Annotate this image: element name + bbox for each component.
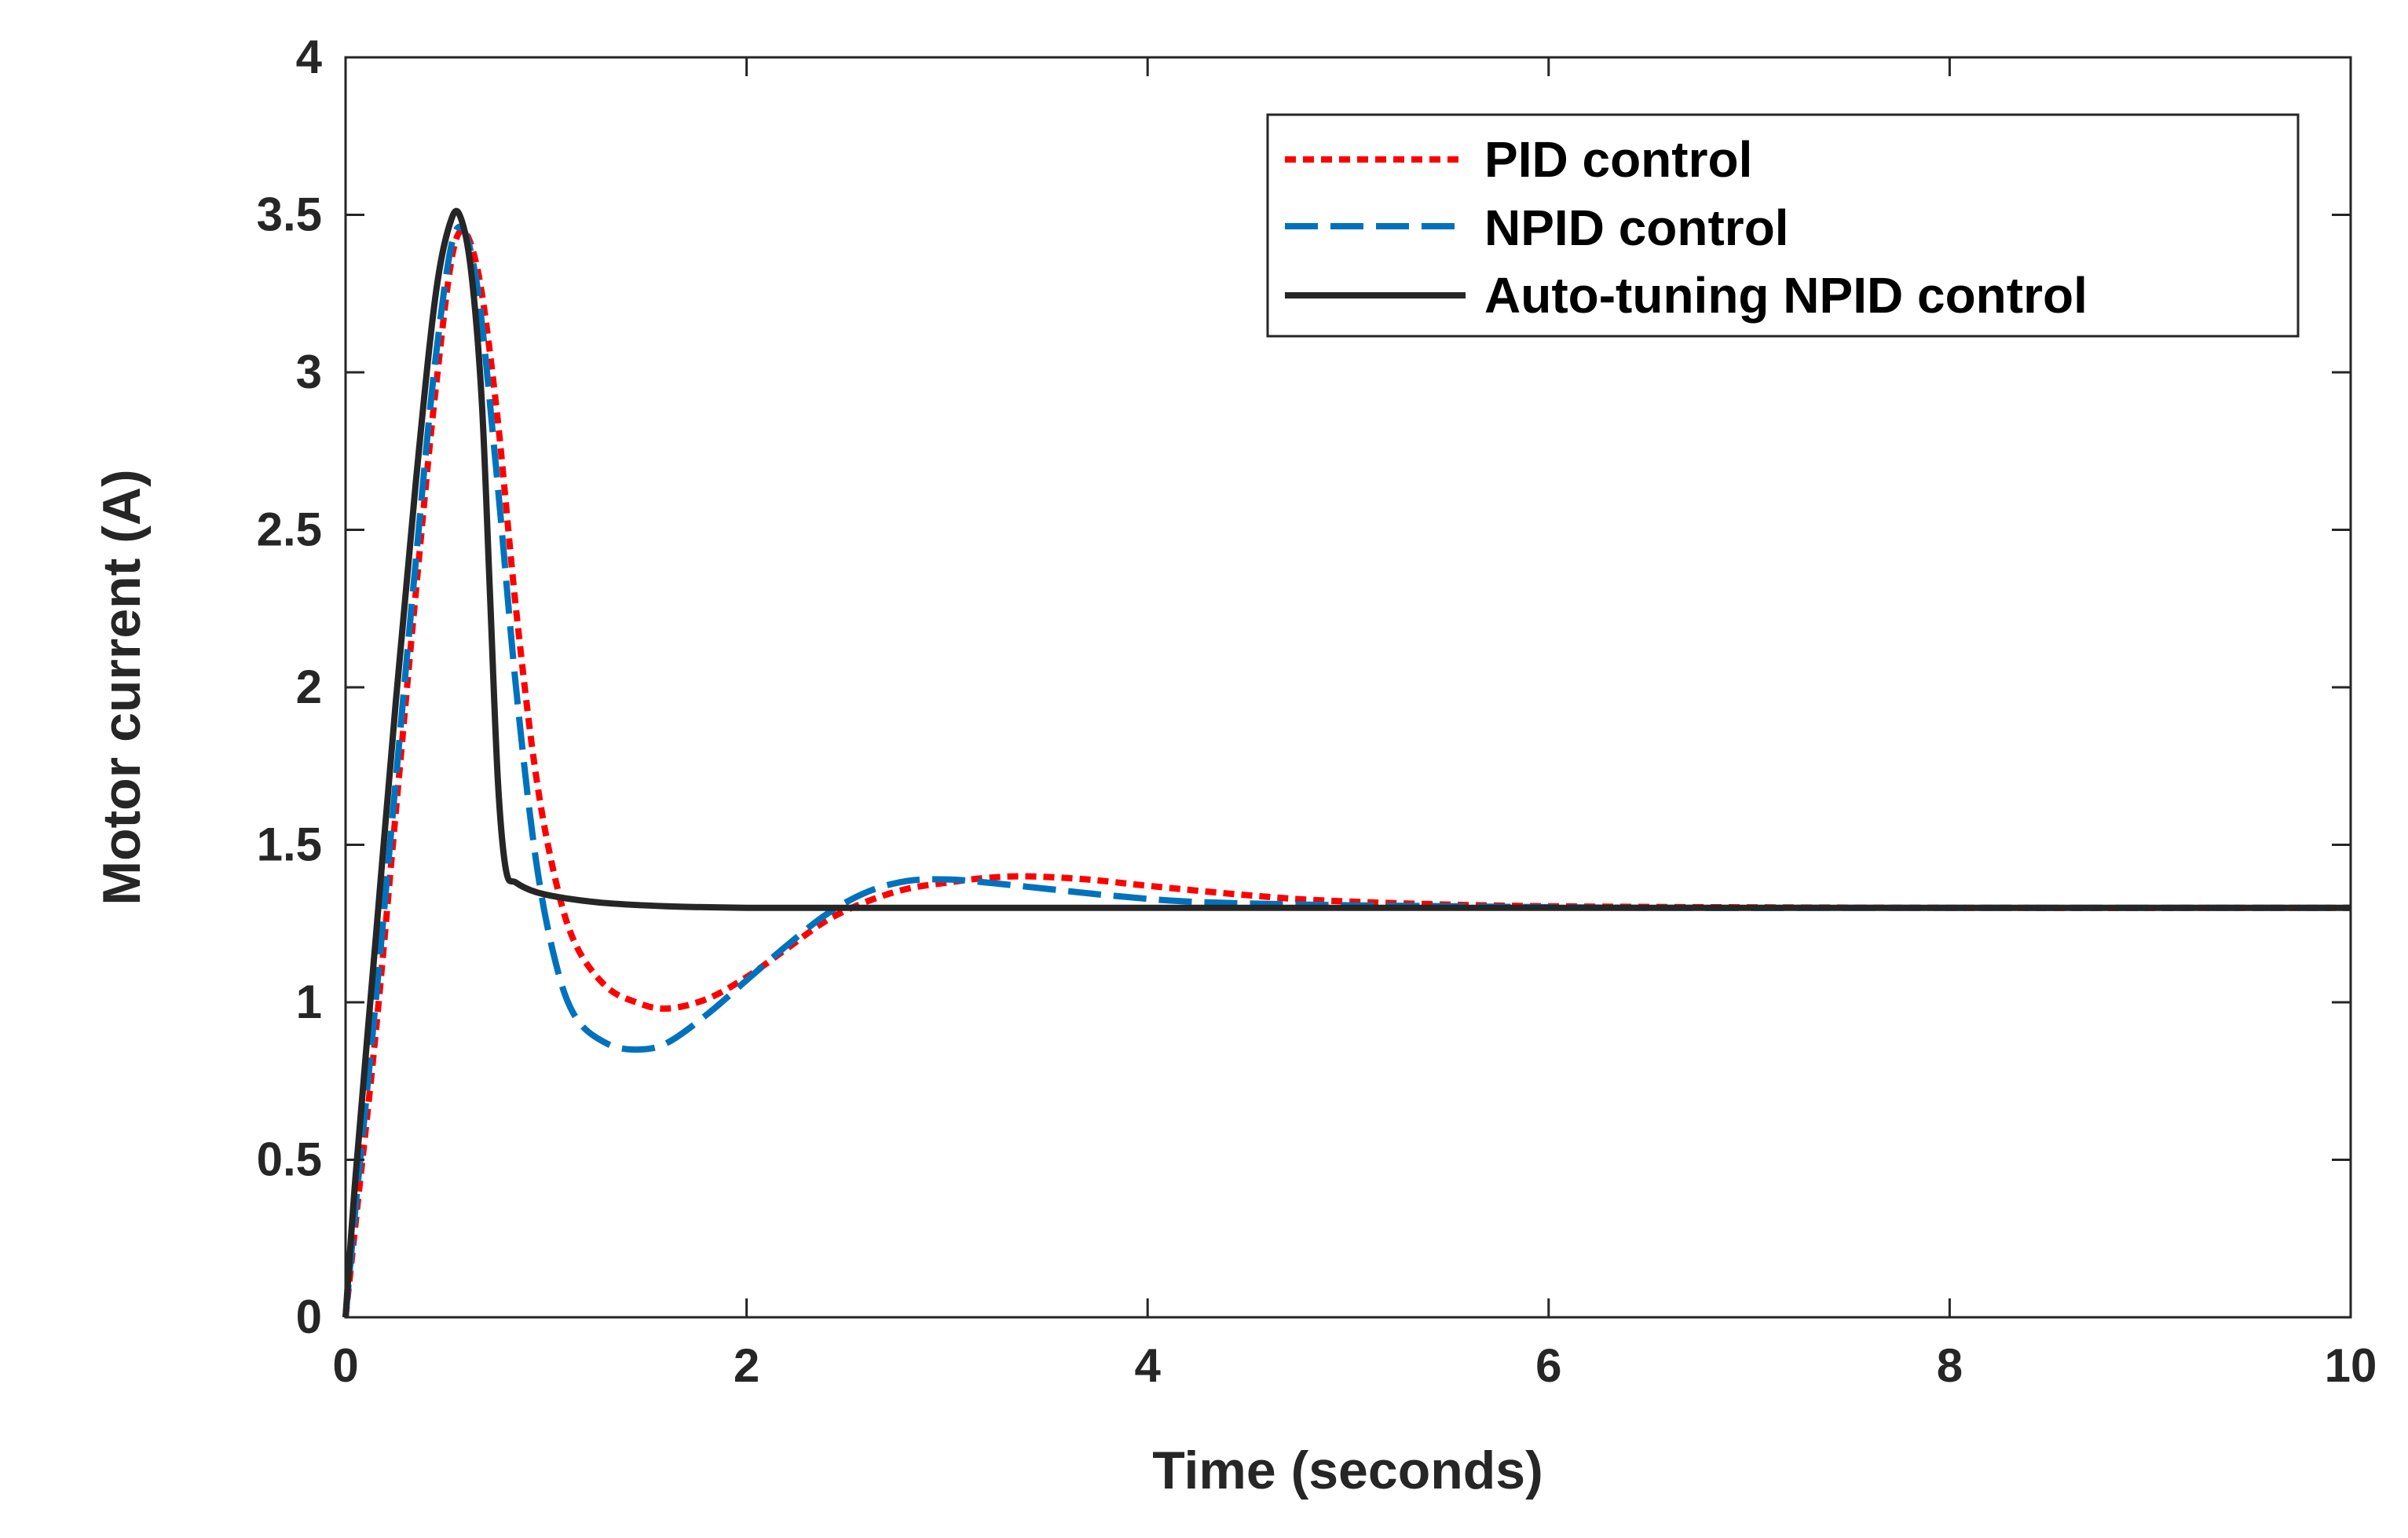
x-tick-label: 6 [1535, 1339, 1561, 1392]
x-axis-title: Time (seconds) [1152, 1441, 1543, 1500]
x-tick-label: 0 [332, 1339, 358, 1392]
y-tick-label: 2 [296, 661, 322, 713]
y-tick-label: 2.5 [257, 504, 322, 556]
y-tick-label: 0.5 [257, 1133, 322, 1186]
x-tick-label: 4 [1135, 1339, 1162, 1392]
y-axis-title: Motor current (A) [92, 469, 152, 905]
legend-label-pid: PID control [1484, 131, 1752, 188]
y-tick-label: 0 [296, 1291, 322, 1343]
y-tick-label: 1.5 [257, 818, 322, 871]
y-tick-label: 1 [296, 976, 322, 1028]
series-line-pid [342, 227, 2351, 1318]
y-tick-label: 3 [296, 346, 322, 398]
y-tick-label: 4 [296, 31, 323, 83]
x-tick-label: 2 [734, 1339, 759, 1392]
legend-label-npid: NPID control [1484, 200, 1789, 256]
series-line-autotuning [342, 207, 2351, 1318]
legend: PID control NPID control Auto-tuning NPI… [1266, 113, 2300, 338]
tick-layer: 0 2 4 6 8 10 0 0.5 1 1.5 2 2.5 3 3.5 4 [257, 31, 2377, 1392]
x-tick-label: 10 [2325, 1339, 2377, 1392]
legend-label-autotuning: Auto-tuning NPID control [1484, 267, 2088, 324]
y-tick-label: 3.5 [257, 189, 322, 241]
series-layer [342, 207, 2351, 1318]
x-tick-label: 8 [1937, 1339, 1963, 1392]
